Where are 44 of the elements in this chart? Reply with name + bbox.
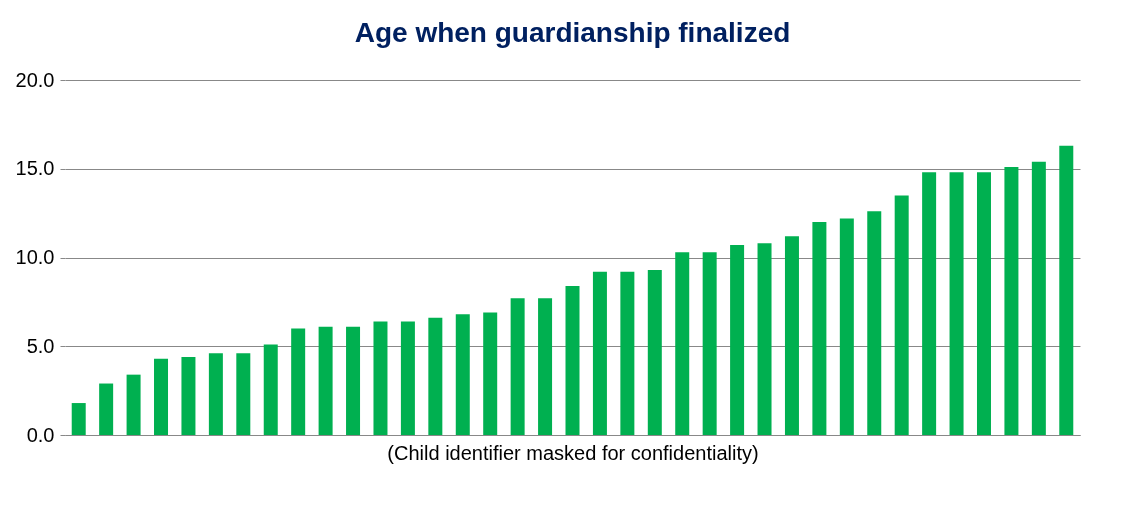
bar bbox=[839, 218, 854, 435]
bar bbox=[181, 356, 196, 435]
bar bbox=[592, 271, 607, 435]
bar bbox=[236, 353, 251, 435]
bar bbox=[976, 172, 991, 435]
y-tick-label: 5.0 bbox=[26, 334, 55, 357]
bar bbox=[949, 172, 964, 435]
bar bbox=[702, 252, 717, 435]
y-tick-label: 0.0 bbox=[26, 423, 55, 446]
bar bbox=[373, 321, 388, 435]
bar bbox=[1059, 145, 1074, 435]
bar bbox=[894, 195, 909, 435]
bar bbox=[730, 245, 745, 435]
bar bbox=[400, 321, 415, 435]
bar bbox=[538, 298, 553, 435]
bar bbox=[620, 271, 635, 435]
bar bbox=[318, 326, 333, 435]
bar bbox=[922, 172, 937, 435]
x-axis-title: (Child identifier masked for confidentiality) bbox=[387, 441, 759, 464]
bar bbox=[757, 243, 772, 435]
y-tick-label: 20.0 bbox=[15, 68, 55, 91]
bar bbox=[867, 211, 882, 435]
bar bbox=[71, 403, 86, 435]
bar bbox=[126, 374, 141, 435]
y-tick-label: 10.0 bbox=[15, 246, 55, 268]
chart-title: Age when guardianship finalized bbox=[354, 17, 791, 48]
y-tick-label: 15.0 bbox=[15, 157, 55, 180]
bar bbox=[428, 317, 443, 435]
bar bbox=[675, 252, 690, 435]
bar bbox=[1031, 161, 1046, 435]
bar bbox=[99, 383, 114, 435]
bar bbox=[812, 222, 827, 435]
bar bbox=[483, 312, 498, 435]
bar bbox=[455, 314, 470, 435]
bar bbox=[647, 269, 662, 435]
bar bbox=[346, 326, 361, 435]
bar bbox=[208, 353, 223, 435]
bar bbox=[1004, 166, 1019, 435]
bar bbox=[263, 344, 278, 435]
bar bbox=[510, 298, 525, 435]
bar bbox=[154, 358, 169, 435]
bar bbox=[291, 328, 306, 435]
bar bbox=[784, 236, 799, 435]
bar bbox=[565, 285, 580, 435]
